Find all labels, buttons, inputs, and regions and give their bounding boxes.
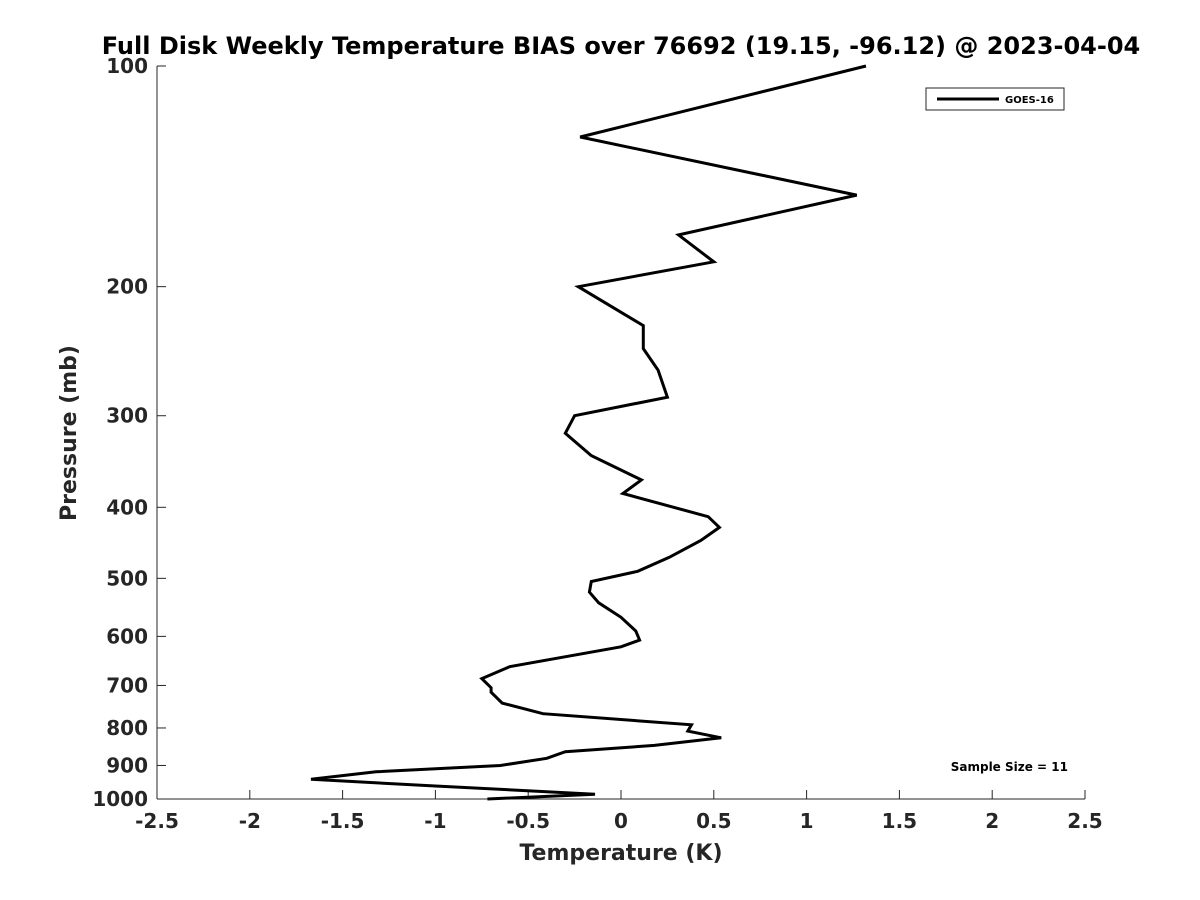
- y-tick-label: 300: [106, 404, 148, 428]
- x-tick-label: 0.5: [696, 809, 731, 833]
- y-tick-label: 400: [106, 495, 148, 519]
- y-tick-label: 800: [106, 716, 148, 740]
- x-tick-label: -0.5: [506, 809, 550, 833]
- y-tick-label: 100: [106, 54, 148, 78]
- x-tick-label: 1.5: [882, 809, 917, 833]
- y-tick-label: 1000: [92, 787, 148, 811]
- legend-entry-label: GOES-16: [1005, 95, 1054, 106]
- y-tick-label: 700: [106, 673, 148, 697]
- y-axis-label: Pressure (mb): [57, 345, 82, 521]
- series-line-goes-16: [310, 64, 867, 801]
- sample-size-annotation: Sample Size = 11: [951, 760, 1068, 774]
- x-tick-label: 2.5: [1067, 809, 1102, 833]
- y-tick-label: 200: [106, 275, 148, 299]
- chart-title: Full Disk Weekly Temperature BIAS over 7…: [102, 32, 1141, 60]
- x-tick-label: -1.5: [321, 809, 365, 833]
- legend: GOES-16: [925, 87, 1065, 111]
- x-tick-label: -2: [239, 809, 261, 833]
- y-tick-label: 600: [106, 624, 148, 648]
- x-tick-label: 2: [985, 809, 999, 833]
- x-tick-label: 0: [614, 809, 628, 833]
- x-tick-label: 1: [800, 809, 814, 833]
- x-axis-label: Temperature (K): [519, 841, 722, 866]
- y-tick-label: 900: [106, 753, 148, 777]
- x-tick-label: -1: [424, 809, 446, 833]
- x-tick-label: -2.5: [135, 809, 179, 833]
- plot-area: -2.5 -2 -1.5 -1 -0.5 0 0.5 1 1.5 2 2.5 100 200 300 400…: [92, 54, 1102, 833]
- y-tick-label: 500: [106, 566, 148, 590]
